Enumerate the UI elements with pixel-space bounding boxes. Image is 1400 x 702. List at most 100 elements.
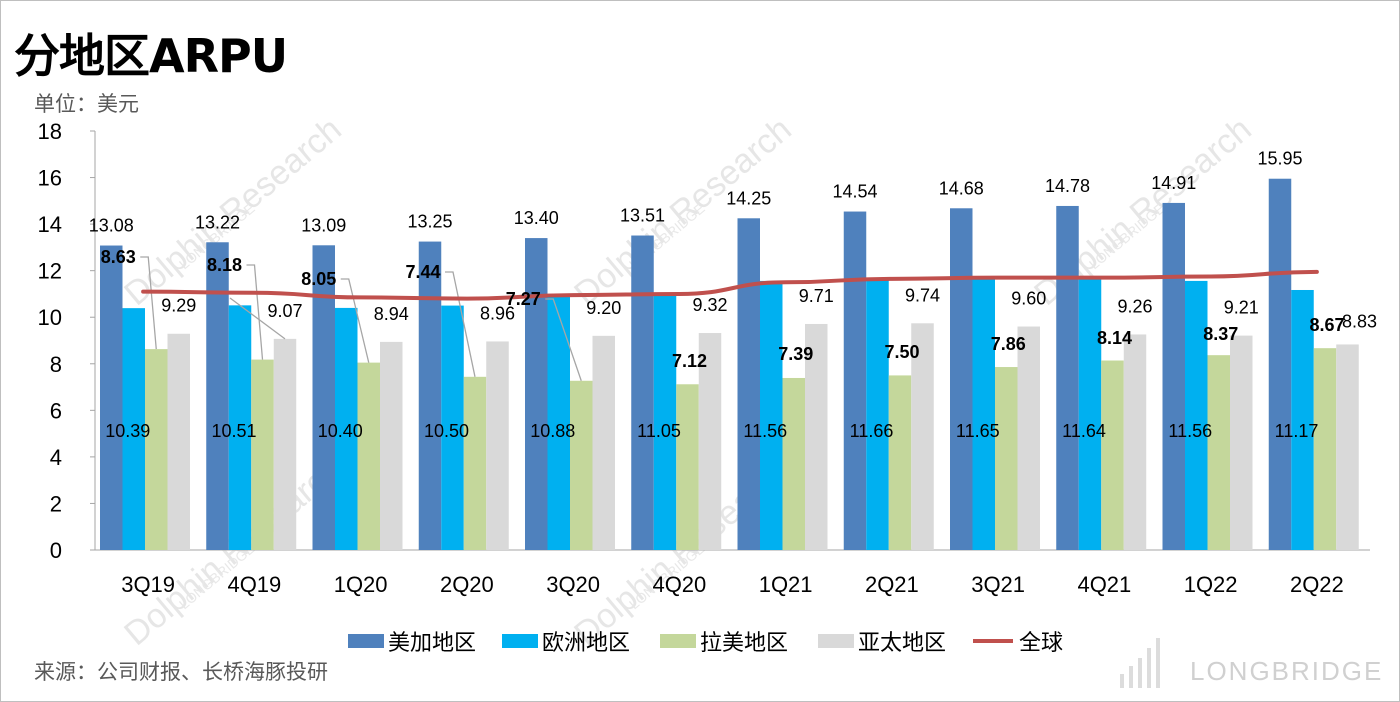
axes-group: 0 2 4 6 8 10 12 14 16 18 3Q19 4Q19 1Q20 2Q20 3Q20 4Q20 1… [38,119,1370,597]
bar-美加地区 [1056,205,1079,550]
y-tick-label: 4 [50,445,62,470]
data-label-eu: 11.65 [956,421,1000,441]
data-label-na: 14.54 [832,182,877,202]
x-tick-label: 2Q22 [1290,572,1344,597]
legend-swatch [348,634,384,648]
legend-label: 全球 [1019,631,1063,656]
bar-美加地区 [1162,202,1185,550]
logo-bar [1138,658,1142,688]
y-tick-label: 14 [38,212,62,237]
data-label-eu: 11.66 [850,421,894,441]
legend-item: 欧洲地区 [502,631,630,656]
leader-line [340,278,370,363]
bar-美加地区 [737,218,760,550]
leader-line [246,264,264,360]
data-label-apac: 9.74 [905,285,940,305]
bar-欧洲地区 [1185,280,1208,550]
data-label-na: 14.25 [726,188,771,208]
bar-欧洲地区 [972,278,995,550]
bar-欧洲地区 [228,305,252,550]
leader-lines-group [140,256,582,381]
data-label-latam: 7.86 [991,334,1026,354]
y-tick-label: 8 [50,352,62,377]
bar-美加地区 [1268,178,1292,550]
leader-line [140,256,157,350]
bar-欧洲地区 [1291,289,1314,550]
x-tick-label: 2Q21 [865,572,919,597]
bar-拉美地区 [1207,355,1230,550]
x-tick-label: 3Q21 [971,572,1025,597]
data-label-na: 15.95 [1257,149,1302,169]
legend-item: 美加地区 [348,631,476,656]
y-tick-label: 16 [38,166,62,191]
bar-亚太地区 [805,323,828,550]
longbridge-logo: LONGBRIDGE [1120,638,1383,688]
y-tick-label: 12 [38,259,62,284]
bar-欧洲地区 [547,296,570,550]
x-tick-label: 1Q22 [1184,572,1238,597]
x-tick-label: 4Q21 [1077,572,1131,597]
chart-title: 分地区ARPU [14,29,288,83]
data-label-eu: 11.05 [637,421,681,441]
data-label-eu: 10.39 [105,421,150,441]
data-label-eu: 11.56 [1168,421,1212,441]
x-tick-label: 4Q20 [652,572,706,597]
leader-line [545,298,582,381]
y-tick-label: 2 [50,491,62,516]
data-label-apac: 9.26 [1117,296,1152,316]
bar-拉美地区 [676,384,699,550]
bar-亚太地区 [911,323,934,550]
data-label-na: 13.08 [89,216,134,236]
leader-line [229,297,286,340]
legend-swatch [818,634,854,648]
legend-label: 欧洲地区 [542,631,630,656]
data-label-latam: 8.63 [101,247,136,267]
bar-拉美地区 [1313,348,1337,550]
bar-亚太地区 [592,335,615,550]
data-label-eu: 10.40 [318,421,363,441]
unit-label: 单位：美元 [34,92,139,116]
bar-拉美地区 [782,377,805,550]
data-label-latam: 7.39 [778,344,813,364]
bar-欧洲地区 [335,307,358,550]
bar-拉美地区 [995,367,1018,550]
legend-swatch [502,634,538,648]
legend-label: 亚太地区 [858,631,946,656]
data-label-latam: 7.50 [884,342,919,362]
source-label: 来源：公司财报、长桥海豚投研 [34,660,328,684]
bar-拉美地区 [145,349,168,550]
bar-亚太地区 [380,341,403,550]
bar-亚太地区 [1017,326,1040,550]
bar-拉美地区 [888,375,912,550]
data-label-eu: 10.51 [211,421,256,441]
data-label-apac: 8.83 [1342,311,1377,331]
data-label-latam: 8.67 [1309,315,1344,335]
data-label-na: 14.68 [939,178,984,198]
bar-美加地区 [631,235,654,551]
data-label-apac: 9.20 [586,298,621,318]
legend-label: 拉美地区 [700,631,788,656]
data-label-eu: 10.88 [530,421,575,441]
data-label-apac: 9.71 [799,286,834,306]
leader-line [445,271,476,377]
bar-美加地区 [843,211,867,550]
bar-美加地区 [418,241,442,550]
bar-拉美地区 [570,380,593,550]
data-label-na: 14.91 [1151,173,1196,193]
data-label-apac: 9.21 [1224,298,1259,318]
data-label-latam: 7.27 [506,289,541,309]
logo-bar [1147,648,1151,688]
legend-label: 美加地区 [388,631,476,656]
logo-text: LONGBRIDGE [1190,656,1383,686]
logo-bar [1129,666,1133,688]
bar-亚太地区 [486,341,509,550]
legend-item: 全球 [973,631,1063,656]
bar-欧洲地区 [122,308,145,550]
y-tick-label: 0 [50,538,62,563]
bar-亚太地区 [698,333,722,550]
data-label-na: 13.25 [407,212,452,232]
data-label-eu: 11.56 [743,421,787,441]
bar-美加地区 [525,238,548,551]
y-tick-label: 10 [38,305,62,330]
bar-欧洲地区 [866,278,889,550]
